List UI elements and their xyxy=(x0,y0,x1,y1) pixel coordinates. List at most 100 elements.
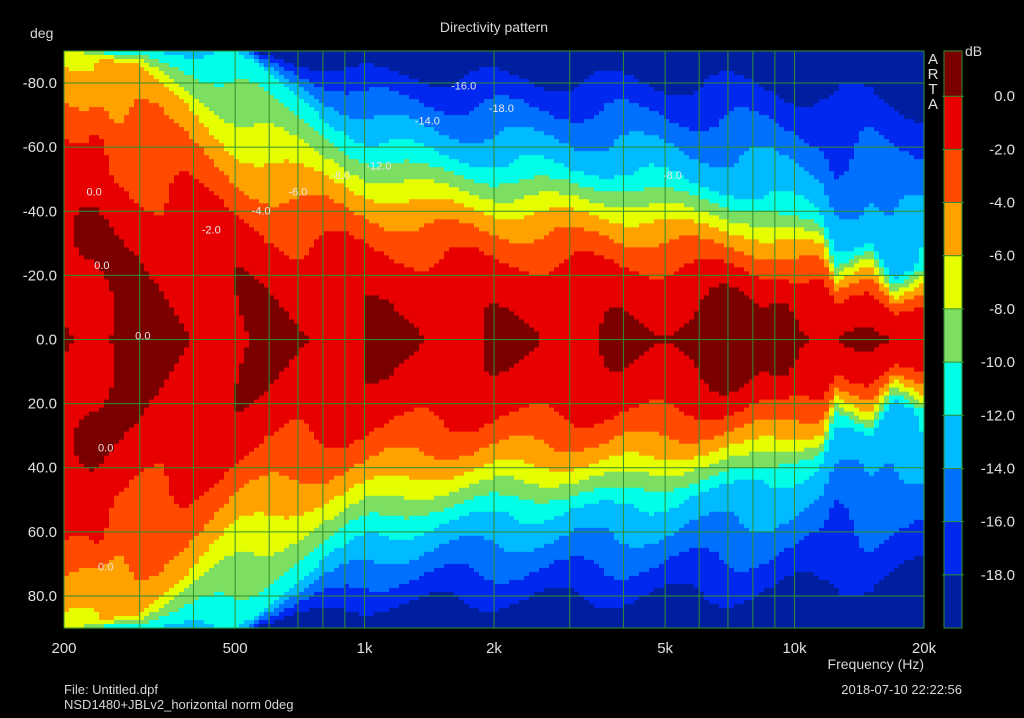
heatmap-cell xyxy=(254,63,260,84)
heatmap-cell xyxy=(479,447,485,469)
heatmap-cell xyxy=(114,63,120,124)
heatmap-cell xyxy=(609,147,615,180)
heatmap-cell xyxy=(624,99,630,136)
heatmap-cell xyxy=(399,51,405,76)
heatmap-cell xyxy=(74,247,80,429)
heatmap-cell xyxy=(259,591,265,613)
heatmap-cell xyxy=(914,519,920,557)
heatmap-cell xyxy=(759,419,765,437)
heatmap-cell xyxy=(474,607,480,629)
heatmap-cell xyxy=(624,603,630,629)
heatmap-cell xyxy=(474,195,480,212)
heatmap-cell xyxy=(744,239,750,256)
heatmap-cell xyxy=(144,623,150,629)
heatmap-cell xyxy=(164,75,170,88)
heatmap-cell xyxy=(434,111,440,132)
heatmap-cell xyxy=(379,611,385,629)
heatmap-cell xyxy=(499,495,505,513)
heatmap-cell xyxy=(214,115,220,140)
heatmap-cell xyxy=(819,451,825,465)
heatmap-cell xyxy=(774,419,780,441)
heatmap-cell xyxy=(889,291,895,297)
heatmap-cell xyxy=(389,203,395,232)
heatmap-cell xyxy=(309,195,315,248)
heatmap-cell xyxy=(899,199,905,276)
heatmap-cell xyxy=(574,183,580,196)
heatmap-cell xyxy=(224,471,230,505)
heatmap-cell xyxy=(499,371,505,417)
heatmap-cell xyxy=(794,107,800,136)
heatmap-cell xyxy=(624,431,630,453)
heatmap-cell xyxy=(839,427,845,461)
colorbar-label: -6.0 xyxy=(989,248,1015,265)
heatmap-cell xyxy=(464,603,470,629)
heatmap-cell xyxy=(574,123,580,152)
heatmap-cell xyxy=(109,55,115,60)
heatmap-cell xyxy=(814,399,820,425)
heatmap-cell xyxy=(284,107,290,132)
heatmap-cell xyxy=(389,91,395,116)
heatmap-cell xyxy=(449,171,455,188)
heatmap-cell xyxy=(679,503,685,529)
heatmap-cell xyxy=(854,263,860,272)
heatmap-cell xyxy=(484,139,490,168)
heatmap-cell xyxy=(404,359,410,413)
heatmap-cell xyxy=(184,619,190,629)
heatmap-cell xyxy=(624,579,630,605)
heatmap-cell xyxy=(714,391,720,421)
heatmap-cell xyxy=(259,615,265,621)
heatmap-cell xyxy=(164,55,170,64)
heatmap-cell xyxy=(354,51,360,68)
heatmap-cell xyxy=(719,219,725,232)
heatmap-cell xyxy=(399,231,405,264)
heatmap-cell xyxy=(469,567,475,609)
heatmap-cell xyxy=(169,91,175,120)
heatmap-cell xyxy=(329,143,335,160)
heatmap-cell xyxy=(519,459,525,481)
heatmap-cell xyxy=(779,451,785,465)
heatmap-cell xyxy=(219,51,225,88)
heatmap-cell xyxy=(874,395,880,405)
heatmap-cell xyxy=(229,83,235,124)
heatmap-cell xyxy=(449,431,455,461)
heatmap-cell xyxy=(884,307,890,337)
heatmap-cell xyxy=(439,183,445,200)
heatmap-cell xyxy=(424,179,430,200)
heatmap-cell xyxy=(829,263,835,272)
heatmap-cell xyxy=(319,155,325,172)
heatmap-cell xyxy=(549,51,555,92)
heatmap-cell xyxy=(324,123,330,140)
heatmap-cell xyxy=(904,291,910,301)
heatmap-cell xyxy=(674,147,680,172)
heatmap-cell xyxy=(774,375,780,401)
heatmap-cell xyxy=(714,551,720,605)
heatmap-cell xyxy=(769,259,775,280)
heatmap-cell xyxy=(664,51,670,96)
heatmap-cell xyxy=(754,111,760,148)
heatmap-cell xyxy=(514,479,520,497)
heatmap-cell xyxy=(659,399,665,437)
heatmap-cell xyxy=(589,75,595,120)
heatmap-cell xyxy=(774,191,780,212)
heatmap-cell xyxy=(709,227,715,240)
heatmap-cell xyxy=(344,187,350,208)
heatmap-cell xyxy=(534,175,540,196)
heatmap-cell xyxy=(844,415,850,429)
heatmap-cell xyxy=(344,51,350,68)
heatmap-cell xyxy=(889,51,895,108)
heatmap-cell xyxy=(814,231,820,244)
heatmap-cell xyxy=(374,475,380,497)
heatmap-cell xyxy=(284,71,290,80)
heatmap-cell xyxy=(479,103,485,144)
heatmap-cell xyxy=(309,551,315,573)
heatmap-cell xyxy=(724,51,730,72)
heatmap-cell xyxy=(604,191,610,208)
heatmap-cell xyxy=(324,519,330,541)
heatmap-cell xyxy=(729,415,735,433)
heatmap-cell xyxy=(739,411,745,429)
heatmap-cell xyxy=(624,503,630,545)
heatmap-cell xyxy=(749,255,755,276)
heatmap-cell xyxy=(554,163,560,180)
heatmap-cell xyxy=(334,163,340,184)
heatmap-cell xyxy=(734,163,740,200)
